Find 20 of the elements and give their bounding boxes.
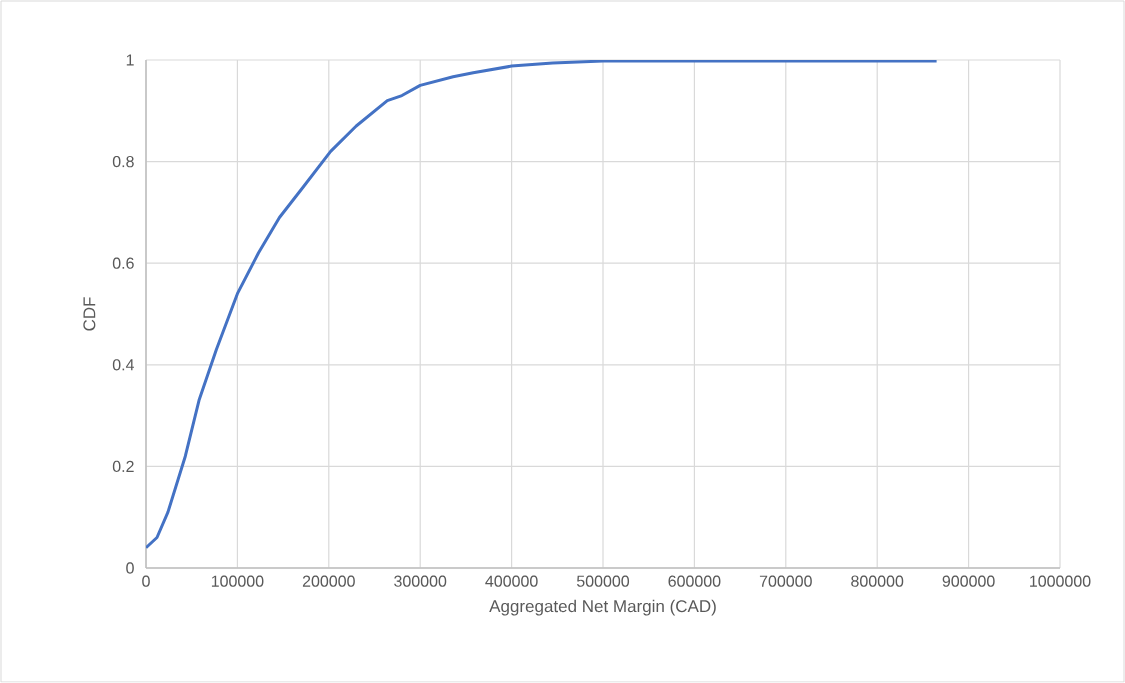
x-tick-label: 600000	[668, 575, 721, 587]
y-axis-title: CDF	[83, 297, 96, 331]
x-tick-label: 500000	[576, 575, 630, 587]
x-tick-label: 200000	[302, 575, 355, 587]
x-tick-label: 1000000	[1030, 575, 1091, 587]
x-tick-label: 0	[142, 575, 150, 587]
line-series	[146, 60, 939, 550]
x-tick-label: 900000	[942, 575, 995, 587]
y-tick-label: 0	[126, 562, 134, 574]
y-tick-label: 1	[126, 54, 134, 66]
y-tick-label: 0.4	[112, 359, 134, 371]
y-tick-label: 0.8	[112, 155, 134, 168]
x-tick-label: 100000	[211, 575, 264, 587]
y-tick-label: 0.6	[112, 257, 134, 269]
x-tick-label: 700000	[759, 575, 812, 587]
x-tick-label: 800000	[851, 575, 904, 587]
y-tick-label: 0.2	[112, 460, 134, 473]
x-tick-label: 400000	[485, 575, 538, 587]
x-axis-title: Aggregated Net Margin (CAD)	[489, 599, 716, 616]
x-tick-label: 300000	[394, 575, 447, 587]
